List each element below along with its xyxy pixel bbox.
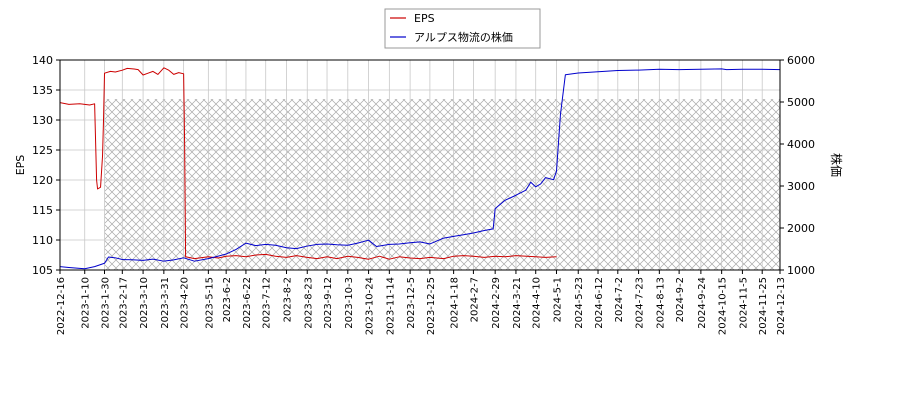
- x-tick-label: 2024-2-29: [491, 277, 502, 329]
- y-axis-left-label: EPS: [14, 155, 27, 176]
- y-left-tick-label: 125: [32, 144, 53, 157]
- y-axis-right: 1000 2000 3000 4000 5000 6000: [780, 54, 815, 277]
- y-left-tick-label: 130: [32, 114, 53, 127]
- x-axis: 2022-12-16 2023-1-10 2023-1-30 2023-2-17 202…: [56, 270, 787, 335]
- y-right-tick-label: 1000: [787, 264, 815, 277]
- x-tick-label: 2024-10-15: [718, 277, 729, 335]
- x-tick-label: 2023-6-2: [222, 277, 233, 322]
- y-left-tick-label: 135: [32, 84, 53, 97]
- x-tick-label: 2023-3-10: [139, 277, 150, 329]
- y-axis-right-label: 株価: [829, 153, 844, 177]
- x-tick-label: 2023-1-30: [101, 277, 112, 329]
- x-tick-label: 2024-5-23: [574, 277, 585, 329]
- x-tick-label: 2023-12-5: [406, 277, 417, 329]
- x-tick-label: 2024-7-23: [635, 277, 646, 329]
- y-right-tick-label: 2000: [787, 222, 815, 235]
- x-tick-label: 2023-6-22: [242, 277, 253, 329]
- x-tick-label: 2024-7-2: [614, 277, 625, 322]
- y-left-tick-label: 115: [32, 204, 53, 217]
- x-tick-label: 2024-4-10: [532, 277, 543, 329]
- eps-series-line: [60, 67, 557, 260]
- x-tick-label: 2024-2-7: [469, 277, 480, 322]
- hatched-region: [104, 99, 780, 270]
- x-tick-label: 2023-4-20: [180, 277, 191, 329]
- x-tick-label: 2023-9-12: [323, 277, 334, 329]
- y-left-tick-label: 120: [32, 174, 53, 187]
- x-tick-label: 2023-8-2: [282, 277, 293, 322]
- x-tick-label: 2023-2-17: [118, 277, 129, 329]
- y-left-tick-label: 110: [32, 234, 53, 247]
- x-tick-label: 2023-5-15: [204, 277, 215, 329]
- y-axis-left: 105 110 115 120 125 130 135 140: [32, 54, 60, 277]
- x-tick-label: 2024-9-24: [697, 277, 708, 329]
- x-tick-label: 2024-12-13: [776, 277, 787, 335]
- y-left-tick-label: 105: [32, 264, 53, 277]
- x-tick-label: 2024-3-21: [512, 277, 523, 329]
- x-tick-label: 2023-10-24: [365, 277, 376, 335]
- x-tick-label: 2024-11-25: [758, 277, 769, 335]
- y-right-tick-label: 5000: [787, 96, 815, 109]
- x-tick-label: 2024-11-5: [738, 277, 749, 329]
- x-tick-label: 2023-7-12: [262, 277, 273, 329]
- x-tick-label: 2023-8-23: [303, 277, 314, 329]
- y-left-tick-label: 140: [32, 54, 53, 67]
- x-tick-label: 2023-12-25: [426, 277, 437, 335]
- x-tick-label: 2024-8-13: [655, 277, 666, 329]
- y-right-tick-label: 6000: [787, 54, 815, 67]
- x-tick-label: 2023-3-31: [160, 277, 171, 329]
- x-tick-label: 2022-12-16: [56, 277, 67, 335]
- x-tick-label: 2023-11-14: [385, 277, 396, 335]
- plot-frame: [59, 59, 781, 271]
- legend-label-price: アルプス物流の株価: [414, 30, 513, 44]
- x-tick-label: 2024-1-18: [450, 277, 461, 329]
- stock-price-series-line: [60, 68, 780, 270]
- x-tick-label: 2024-5-1: [552, 277, 563, 322]
- legend: EPS アルプス物流の株価: [384, 8, 541, 49]
- x-tick-label: 2023-1-10: [81, 277, 92, 329]
- legend-box: [384, 8, 541, 49]
- y-right-tick-label: 3000: [787, 180, 815, 193]
- series-layer: [60, 67, 780, 270]
- y-right-tick-label: 4000: [787, 138, 815, 151]
- x-tick-label: 2023-10-3: [344, 277, 355, 329]
- legend-label-eps: EPS: [414, 12, 435, 25]
- x-tick-label: 2024-9-2: [675, 277, 686, 322]
- x-tick-label: 2024-6-12: [594, 277, 605, 329]
